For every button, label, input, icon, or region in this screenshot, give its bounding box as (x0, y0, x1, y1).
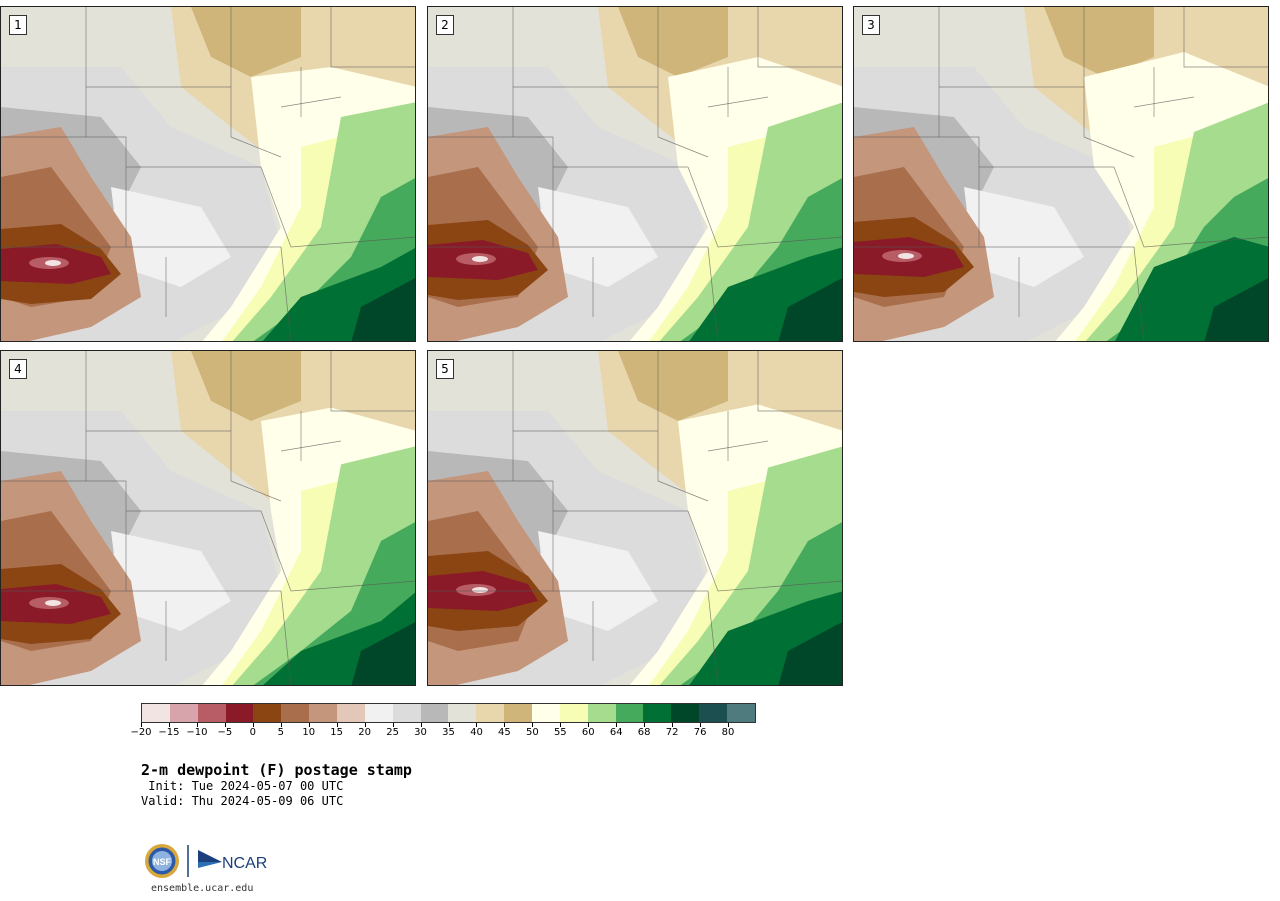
colorbar-segment (392, 704, 421, 722)
dewpoint-field-map (428, 351, 842, 685)
colorbar-segment (169, 704, 198, 722)
colorbar-segment (615, 704, 644, 722)
nsf-seal-icon: NSF (145, 844, 179, 878)
colorbar-segment (532, 704, 560, 722)
svg-text:NSF: NSF (153, 857, 172, 867)
colorbar-segment (559, 704, 588, 722)
website-url: ensemble.ucar.edu (151, 883, 254, 894)
colorbar-tick-mark (308, 723, 310, 727)
colorbar-tick-mark (224, 723, 226, 727)
colorbar-tick-mark (728, 723, 730, 727)
colorbar-segment (281, 704, 310, 722)
dewpoint-field-map (854, 7, 1268, 341)
colorbar-tick-mark (364, 723, 366, 727)
colorbar-tick-label: 10 (302, 727, 316, 738)
colorbar-tick-mark (476, 723, 478, 727)
colorbar-tick-mark (280, 723, 282, 727)
colorbar-tick-label: −20 (130, 727, 152, 738)
colorbar-tick-label: 40 (470, 727, 483, 738)
ensemble-member-panel-4: 4 (0, 350, 416, 686)
dewpoint-field-map (1, 351, 415, 685)
colorbar-tick-label: 20 (358, 727, 371, 738)
colorbar-tick-label: 5 (277, 727, 284, 738)
colorbar-tick-mark (588, 723, 590, 727)
colorbar-segment (142, 704, 170, 722)
dewpoint-field-map (428, 7, 842, 341)
ensemble-member-panel-3: 3 (853, 6, 1269, 342)
colorbar-tick-label: 55 (553, 727, 567, 738)
colorbar-tick-labels: −20 −15 −10 −5 0 5 10 15 20 25 30 35 40 45 50 55 60 64 68 7… (130, 723, 756, 743)
colorbar-tick-mark (448, 723, 450, 727)
colorbar-tick-mark (700, 723, 702, 727)
valid-time: Valid: Thu 2024-05-09 06 UTC (141, 794, 344, 808)
colorbar-segment (587, 704, 616, 722)
colorbar-tick-mark (336, 723, 338, 727)
colorbar-tick-mark (168, 723, 170, 727)
colorbar-tick-label: 50 (525, 727, 539, 738)
colorbar-segment (476, 704, 505, 722)
colorbar-tick-label: 15 (330, 727, 344, 738)
colorbar-tick-label: 25 (386, 727, 399, 738)
colorbar-tick-label: 68 (637, 727, 651, 738)
panel-number-label: 5 (436, 359, 454, 379)
colorbar-tick-label: 76 (693, 727, 707, 738)
dewpoint-colorbar (141, 703, 756, 723)
colorbar-segment (448, 704, 477, 722)
colorbar-segment (504, 704, 533, 722)
colorbar-tick-label: 30 (414, 727, 427, 738)
colorbar-tick-label: 60 (581, 727, 595, 738)
colorbar-tick-label: −5 (217, 727, 233, 738)
colorbar-tick-label: 45 (498, 727, 511, 738)
colorbar-tick-label: 80 (721, 727, 735, 738)
colorbar-segment (309, 704, 338, 722)
colorbar-tick-mark (196, 723, 198, 727)
colorbar-tick-mark (252, 723, 254, 727)
colorbar-tick-mark (532, 723, 534, 727)
ensemble-member-panel-5: 5 (427, 350, 843, 686)
colorbar-tick-mark (420, 723, 422, 727)
colorbar-segment (253, 704, 282, 722)
colorbar-tick-mark (672, 723, 674, 727)
colorbar-segment (197, 704, 226, 722)
panel-number-label: 4 (9, 359, 27, 379)
colorbar-tick-label: −15 (158, 727, 180, 738)
colorbar-tick-mark (560, 723, 562, 727)
panel-number-label: 3 (862, 15, 880, 35)
nsf-ncar-logo: NSF NCAR (144, 842, 274, 880)
init-time: Init: Tue 2024-05-07 00 UTC (141, 779, 344, 793)
colorbar-segment (420, 704, 449, 722)
colorbar-segment (643, 704, 672, 722)
colorbar-segment (671, 704, 700, 722)
colorbar-segment (727, 704, 755, 722)
colorbar-segment (337, 704, 365, 722)
svg-text:NCAR: NCAR (222, 855, 267, 872)
colorbar-segment (364, 704, 393, 722)
ensemble-member-panel-2: 2 (427, 6, 843, 342)
colorbar-segment (699, 704, 728, 722)
panel-number-label: 2 (436, 15, 454, 35)
chart-title: 2-m dewpoint (F) postage stamp (141, 761, 412, 779)
colorbar-tick-label: 0 (249, 727, 256, 738)
colorbar-tick-mark (141, 723, 142, 727)
ensemble-member-panel-1: 1 (0, 6, 416, 342)
colorbar-tick-mark (616, 723, 618, 727)
dewpoint-field-map (1, 7, 415, 341)
colorbar-segment (225, 704, 254, 722)
colorbar-tick-mark (644, 723, 646, 727)
panel-number-label: 1 (9, 15, 27, 35)
ncar-logo-icon: NCAR (198, 850, 267, 872)
colorbar-tick-label: 72 (665, 727, 679, 738)
colorbar-tick-mark (392, 723, 394, 727)
colorbar-tick-label: 64 (609, 727, 623, 738)
colorbar-tick-label: −10 (186, 727, 208, 738)
colorbar-tick-mark (504, 723, 506, 727)
colorbar-tick-label: 35 (442, 727, 455, 738)
